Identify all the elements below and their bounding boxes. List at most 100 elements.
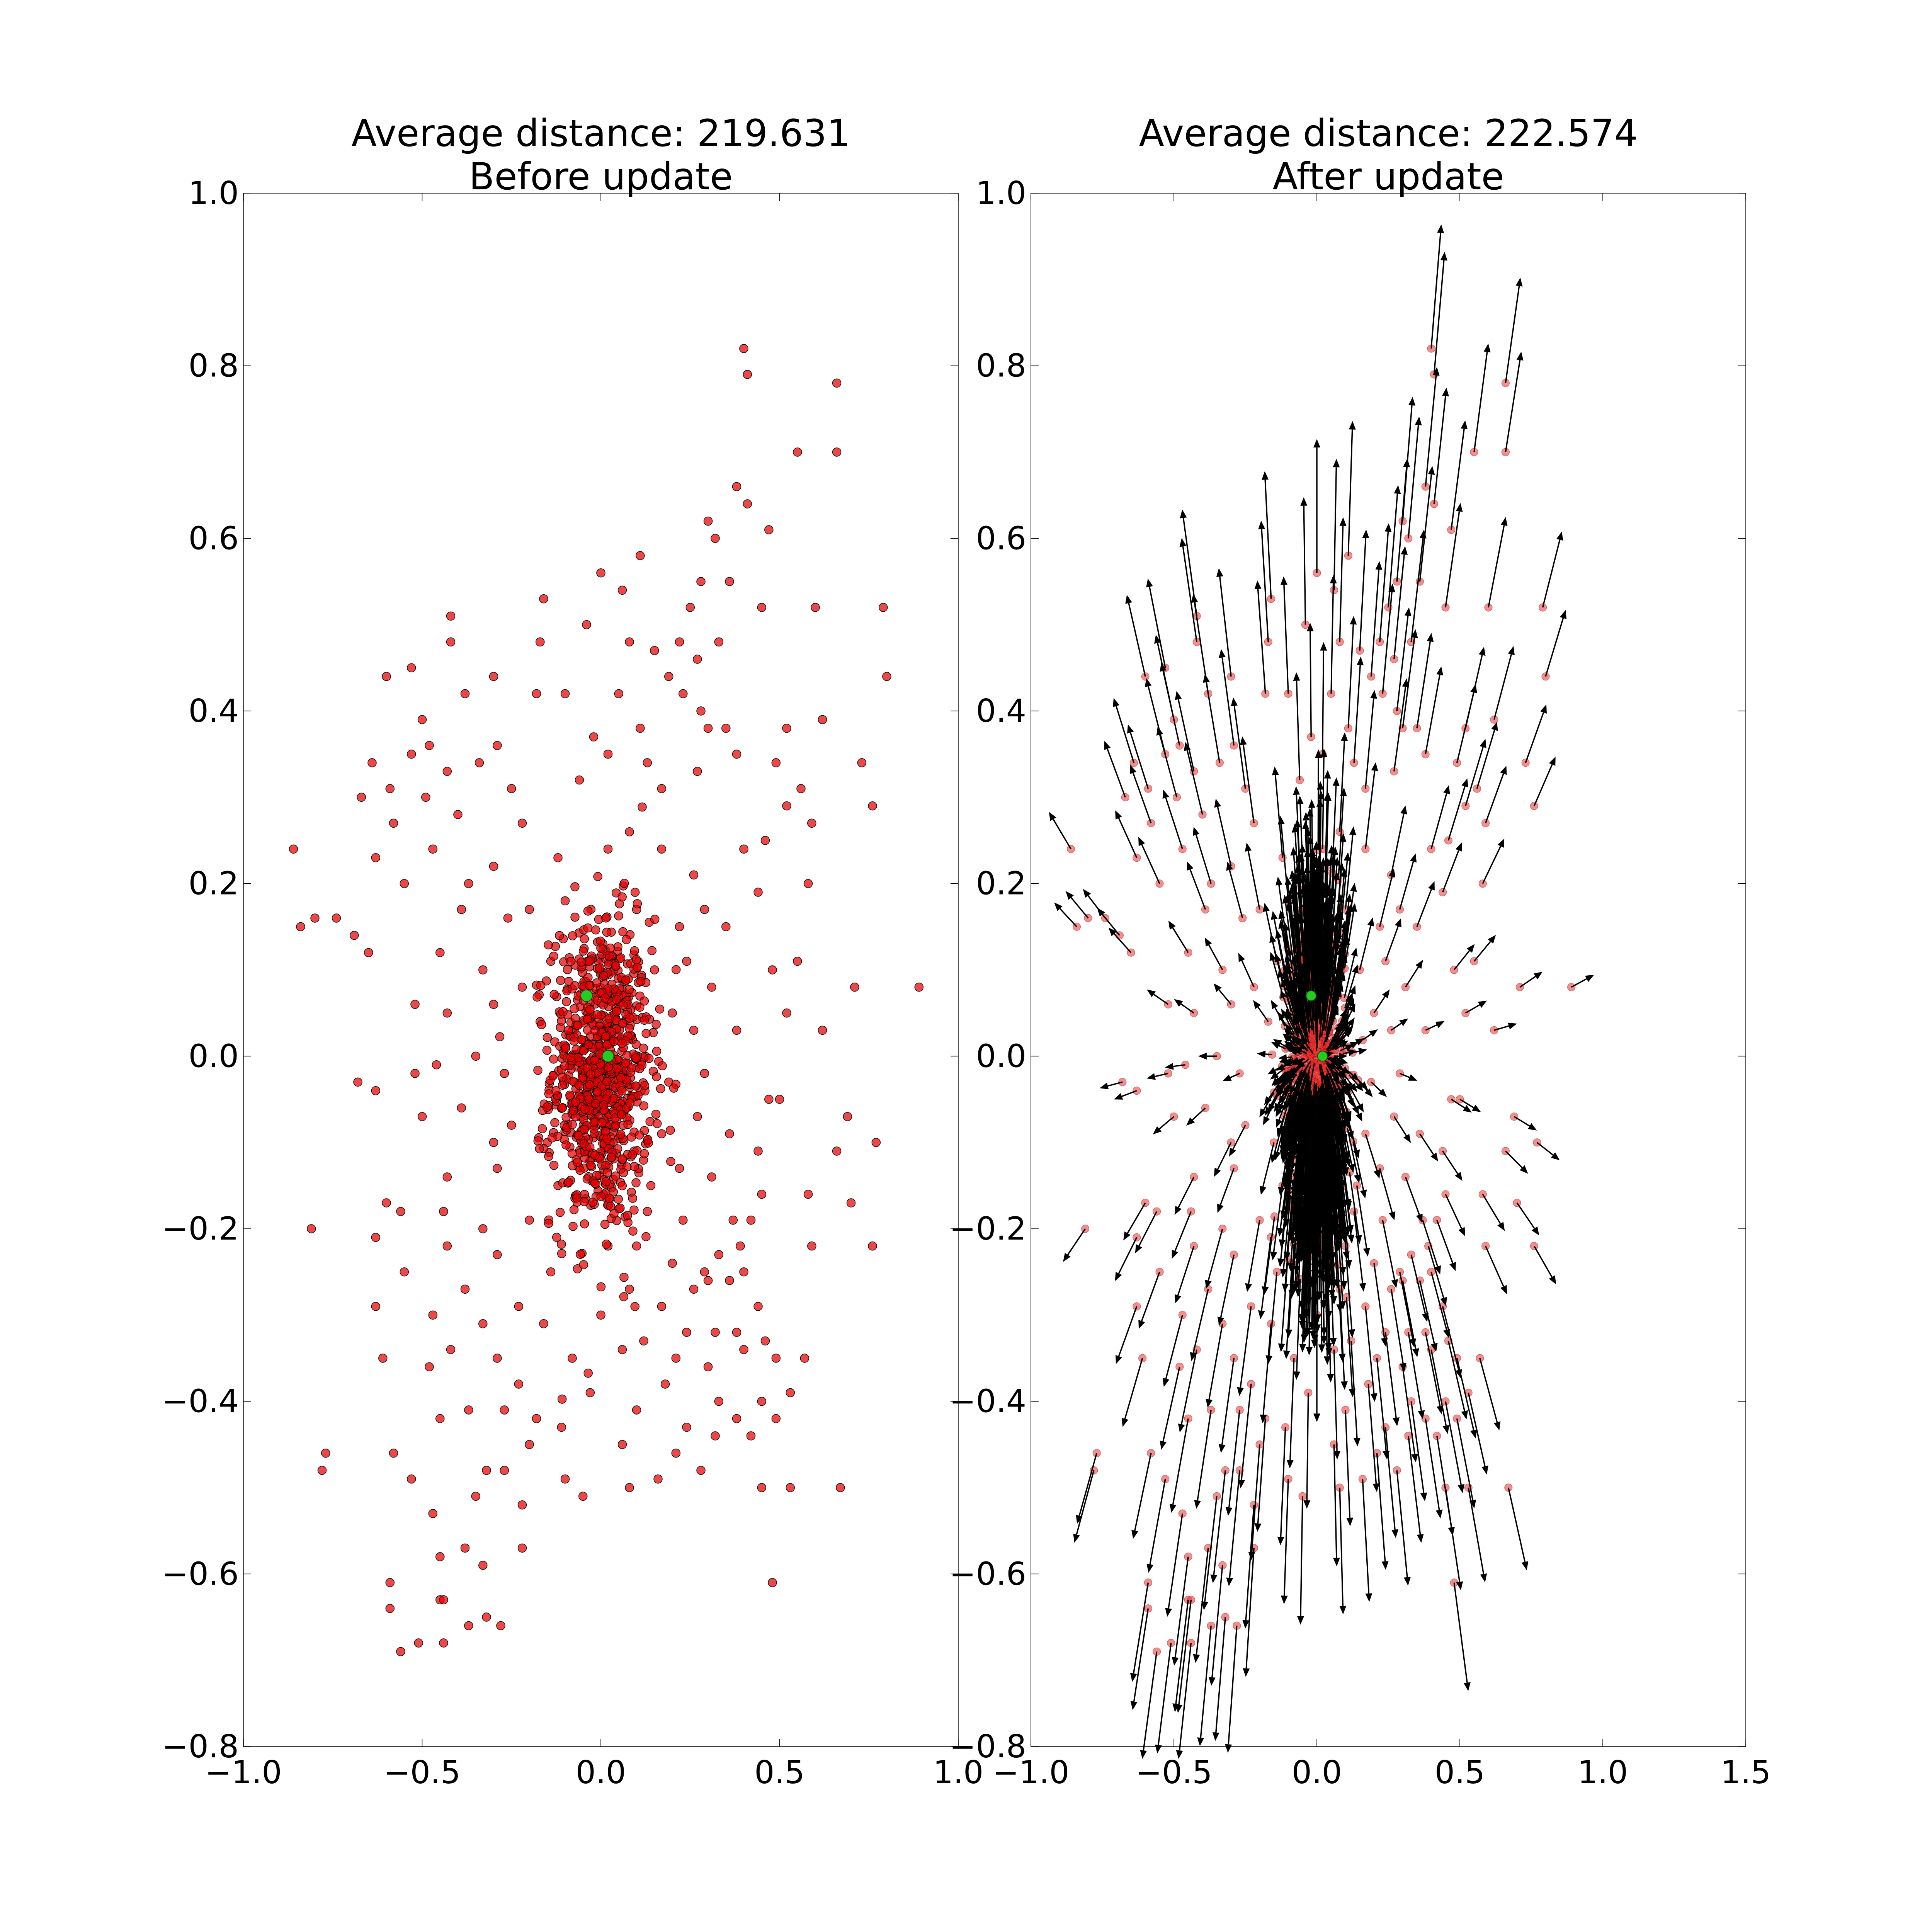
y-tick-label: 0.0 (189, 1038, 239, 1075)
arrow-head (1156, 726, 1163, 736)
displacement-arrow (1286, 1106, 1297, 1152)
arrow-head (1422, 1313, 1429, 1322)
data-point (536, 637, 545, 647)
data-point (622, 1051, 632, 1060)
displacement-arrow (1298, 862, 1304, 940)
data-point (489, 862, 498, 871)
arrow-head (1399, 1018, 1408, 1026)
data-point (632, 1405, 641, 1415)
data-point (746, 1215, 756, 1225)
arrow-head (1313, 439, 1320, 448)
y-tick-label: 0.2 (189, 866, 239, 902)
data-point (544, 940, 553, 950)
arrow-head (1162, 789, 1169, 799)
displacement-arrow (1405, 1177, 1420, 1215)
arrow-head (1284, 876, 1292, 885)
data-point (803, 1189, 813, 1199)
data-point (665, 1126, 675, 1135)
arrow-head (1408, 1074, 1417, 1081)
data-point (514, 1302, 524, 1311)
arrow-head (1135, 1244, 1142, 1253)
arrow-head (1237, 1387, 1244, 1396)
displacement-arrow (1362, 1479, 1370, 1594)
data-point (571, 1045, 581, 1054)
data-point (566, 957, 575, 966)
arrow-head (1245, 842, 1252, 852)
data-point (707, 1172, 716, 1182)
displacement-arrow (1195, 835, 1212, 884)
arrow-head (1338, 1354, 1346, 1362)
arrow-head (1333, 940, 1340, 949)
data-point (612, 995, 621, 1004)
x-tick-label: −0.5 (1135, 1754, 1212, 1791)
arrow-head (1301, 1257, 1308, 1266)
x-tick-label: 1.0 (1578, 1754, 1628, 1791)
displacement-arrow (1359, 925, 1372, 970)
arrow-head (1500, 1285, 1507, 1294)
displacement-arrow (1299, 1090, 1308, 1144)
data-point (573, 1020, 582, 1030)
data-point (739, 844, 748, 854)
data-point (583, 973, 593, 982)
displacement-arrow (1162, 1366, 1180, 1442)
data-point (700, 1267, 709, 1277)
arrow-head (1225, 1507, 1233, 1516)
data-point (558, 1072, 567, 1082)
arrow-head (1257, 1051, 1266, 1058)
displacement-arrow (1107, 1081, 1123, 1087)
displacement-arrow (1284, 1102, 1295, 1143)
arrow-head (1276, 876, 1282, 886)
data-point (624, 985, 634, 994)
arrow-head (1303, 1207, 1310, 1216)
data-point (611, 1171, 620, 1181)
data-point (639, 1015, 649, 1025)
arrow-head (1325, 1265, 1332, 1274)
data-point (641, 1029, 651, 1038)
arrow-head (1481, 1465, 1488, 1475)
displacement-arrow (1298, 1206, 1303, 1289)
displacement-arrow (1341, 1187, 1349, 1260)
displacement-arrow (1189, 869, 1206, 910)
arrow-head (1350, 616, 1357, 625)
displacement-arrow (1325, 909, 1330, 981)
arrow-head (1288, 1290, 1296, 1299)
arrow-head (1168, 920, 1176, 930)
data-point (464, 1405, 473, 1415)
displacement-arrow (1346, 1297, 1353, 1389)
data-point (600, 993, 610, 1003)
displacement-arrow (1219, 577, 1232, 677)
y-tick-label: 0.4 (189, 693, 239, 730)
arrow-head (1404, 607, 1412, 616)
displacement-arrow (1347, 1128, 1358, 1175)
arrow-head (1253, 1000, 1261, 1009)
arrow-head (1333, 857, 1340, 866)
arrow-head (1270, 1071, 1279, 1080)
arrow-head (1245, 1283, 1252, 1292)
displacement-arrow (1305, 1211, 1309, 1297)
data-point (625, 1014, 634, 1023)
arrow-head (1295, 1036, 1304, 1045)
data-point (700, 1069, 709, 1078)
arrow-head (1339, 1605, 1347, 1615)
arrow-head (1508, 1022, 1517, 1029)
arrow-head (1277, 1128, 1284, 1137)
displacement-arrow (1365, 1133, 1378, 1171)
arrow-head (1176, 1750, 1183, 1759)
data-point (588, 1197, 597, 1207)
displacement-arrow (1204, 1496, 1218, 1602)
plot-area (1049, 224, 1594, 1759)
data-point (585, 1080, 595, 1089)
displacement-arrow (1476, 730, 1495, 789)
displacement-arrow (1468, 1487, 1485, 1574)
y-tick-label: −0.2 (949, 1211, 1026, 1247)
y-tick-label: 0.4 (976, 693, 1026, 730)
arrow-head (1298, 1301, 1306, 1310)
data-point (585, 1388, 595, 1398)
data-point (548, 1071, 558, 1080)
displacement-arrow (1217, 1142, 1232, 1170)
arrow-head (1362, 529, 1369, 538)
displacement-arrow (1335, 1106, 1346, 1154)
data-point (664, 672, 673, 681)
displacement-arrow (1338, 1001, 1349, 1028)
